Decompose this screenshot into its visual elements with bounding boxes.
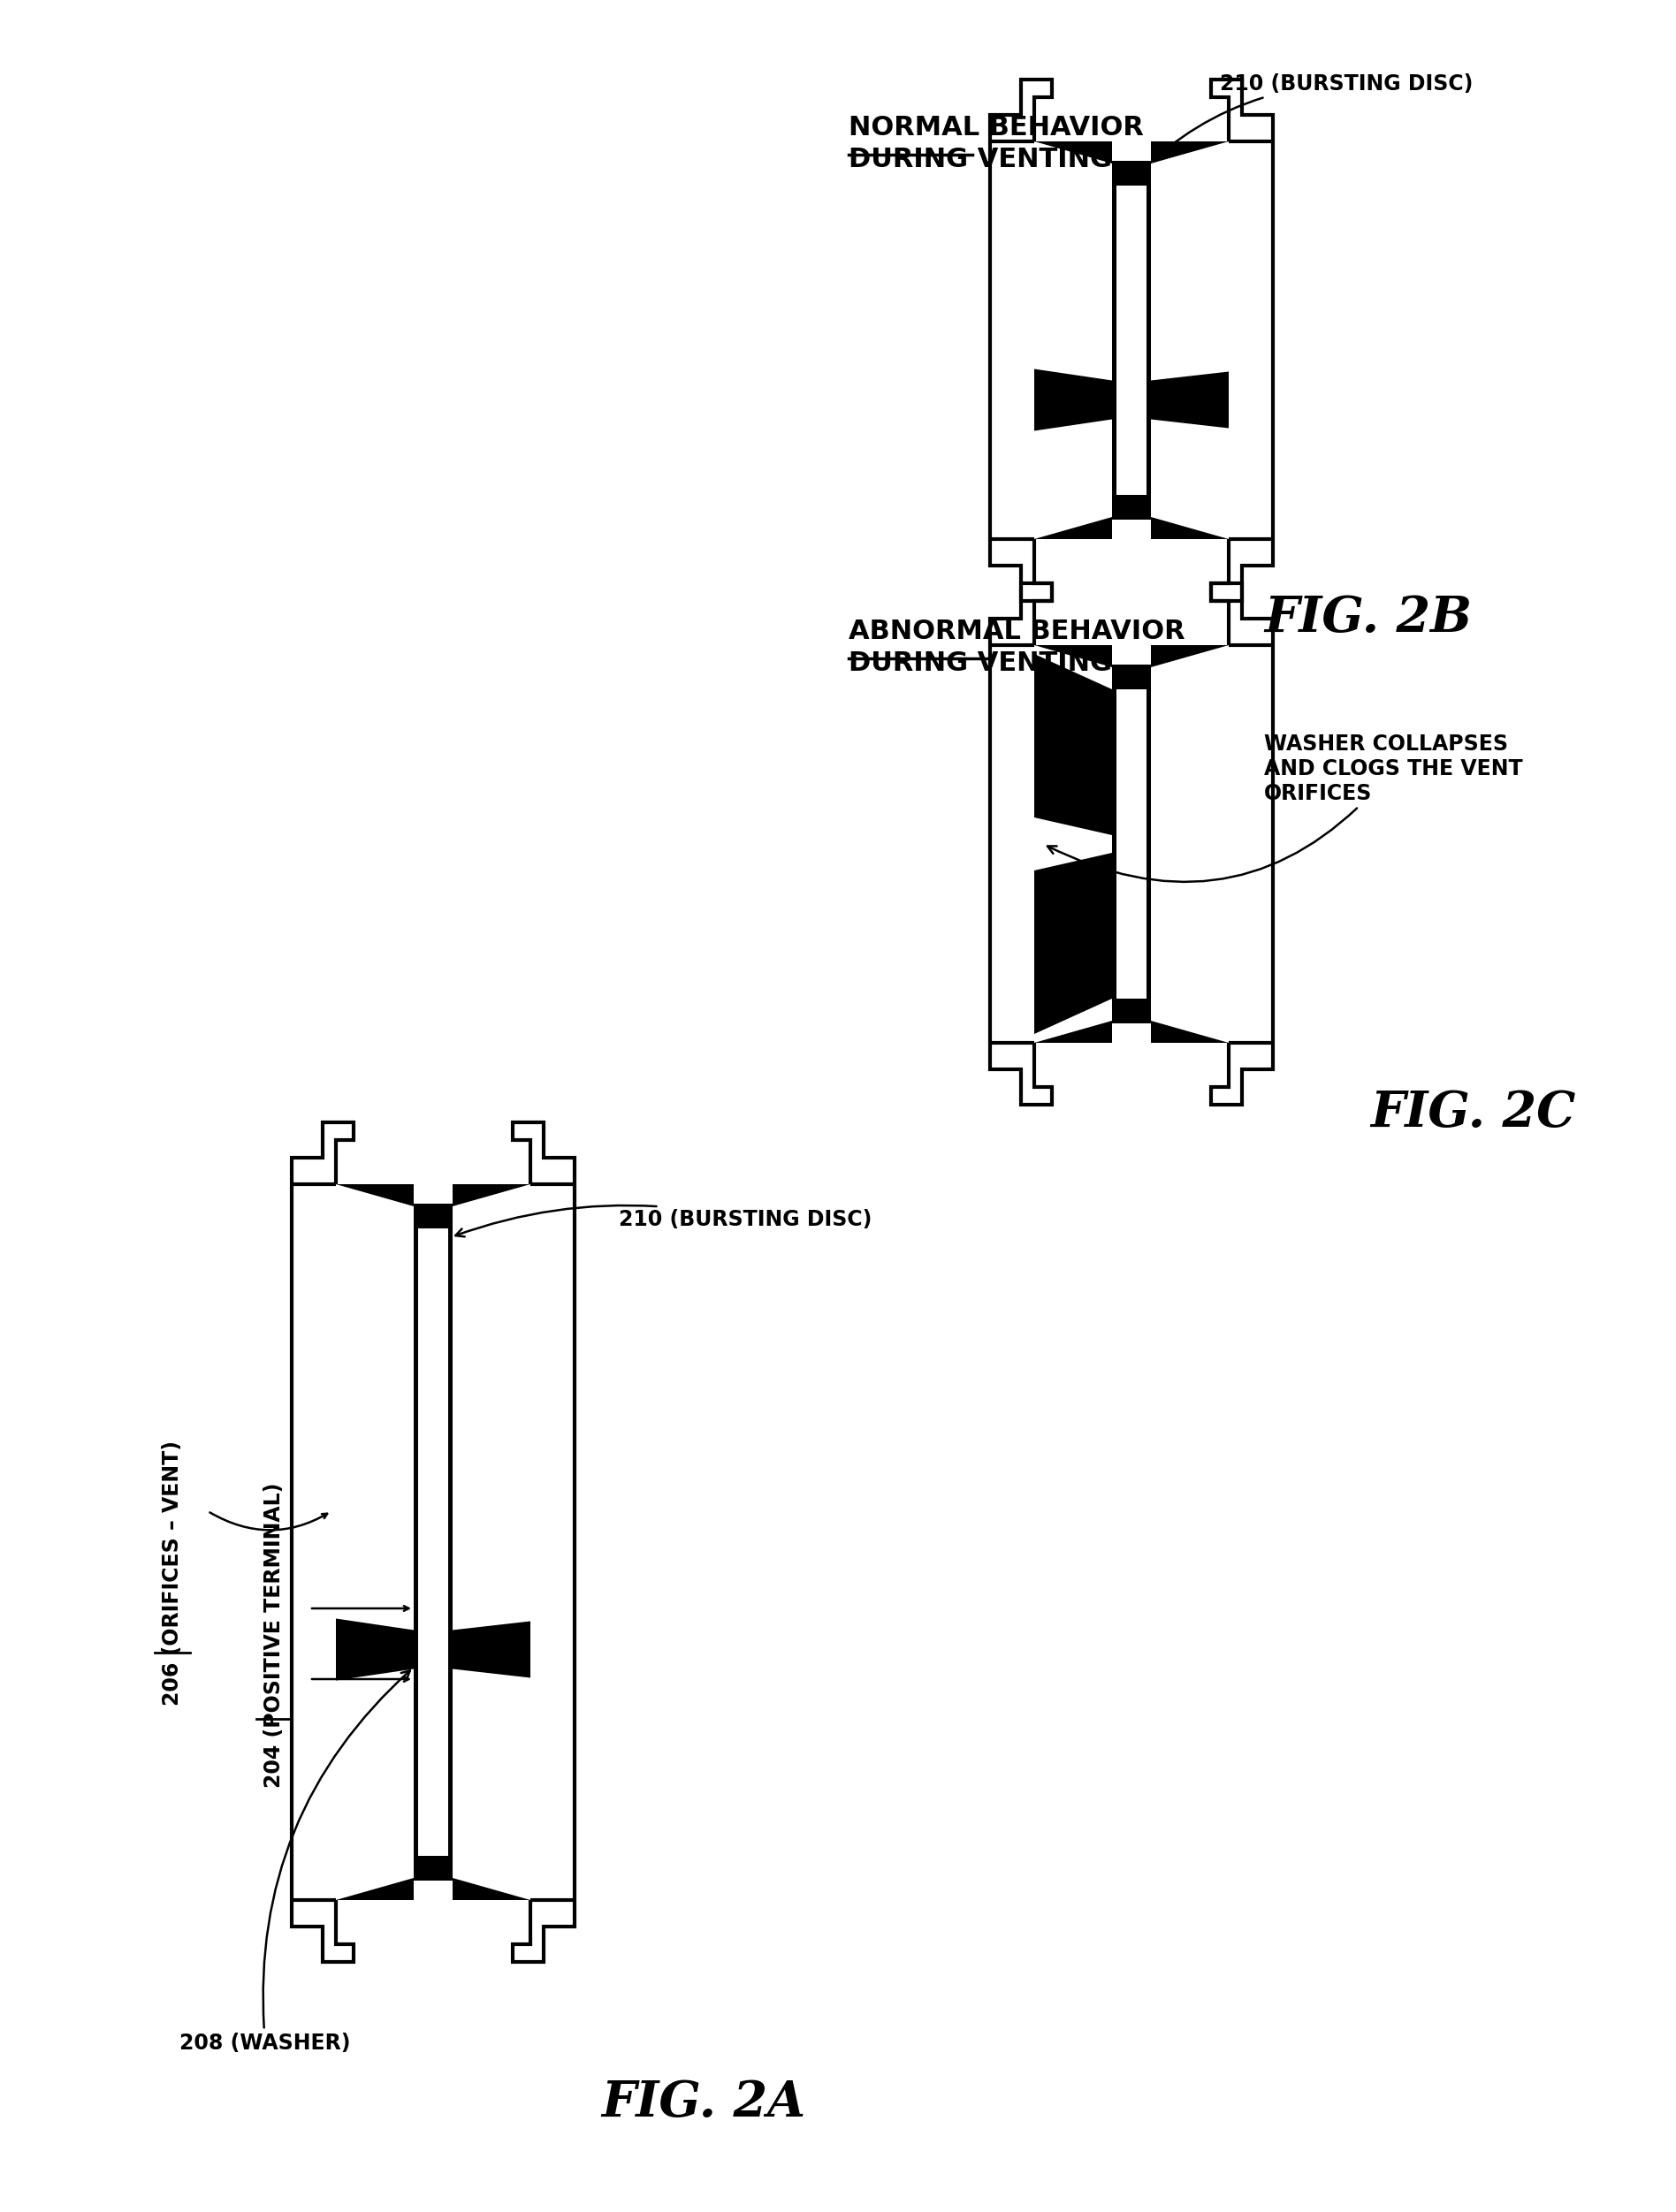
Text: 206 (ORIFICES – VENT): 206 (ORIFICES – VENT): [163, 1440, 183, 1705]
Bar: [1116, 690, 1146, 998]
Text: 210 (BURSTING DISC): 210 (BURSTING DISC): [1140, 73, 1473, 173]
Polygon shape: [1034, 854, 1113, 1033]
Polygon shape: [1151, 1020, 1229, 1042]
Text: FIG. 2A: FIG. 2A: [602, 2079, 806, 2128]
Polygon shape: [335, 1619, 414, 1681]
Text: NORMAL BEHAVIOR
DURING VENTING: NORMAL BEHAVIOR DURING VENTING: [848, 115, 1143, 173]
Text: FIG. 2C: FIG. 2C: [1371, 1088, 1575, 1137]
Polygon shape: [1151, 372, 1229, 429]
Polygon shape: [453, 1621, 530, 1677]
Text: ABNORMAL BEHAVIOR
DURING VENTING: ABNORMAL BEHAVIOR DURING VENTING: [848, 619, 1185, 677]
Polygon shape: [335, 1183, 414, 1206]
Bar: [414, 1203, 453, 1880]
Text: WASHER COLLAPSES
AND CLOGS THE VENT
ORIFICES: WASHER COLLAPSES AND CLOGS THE VENT ORIF…: [1048, 734, 1523, 883]
Polygon shape: [453, 1183, 530, 1206]
Bar: [1113, 664, 1151, 1024]
Polygon shape: [1034, 655, 1113, 836]
Polygon shape: [335, 1878, 414, 1900]
Polygon shape: [453, 1878, 530, 1900]
Polygon shape: [1034, 369, 1113, 431]
Bar: [417, 1228, 447, 1856]
Polygon shape: [1151, 142, 1229, 164]
Text: 204 (POSITIVE TERMINAL): 204 (POSITIVE TERMINAL): [263, 1482, 285, 1787]
Polygon shape: [1034, 518, 1113, 540]
Polygon shape: [1034, 1020, 1113, 1042]
Text: 208 (WASHER): 208 (WASHER): [179, 1670, 411, 2053]
Text: FIG. 2B: FIG. 2B: [1264, 595, 1472, 644]
Text: 210 (BURSTING DISC): 210 (BURSTING DISC): [456, 1206, 872, 1237]
Bar: [1116, 186, 1146, 495]
Bar: [1113, 161, 1151, 520]
Polygon shape: [1151, 646, 1229, 668]
Polygon shape: [1034, 646, 1113, 668]
Polygon shape: [1151, 518, 1229, 540]
Polygon shape: [1034, 142, 1113, 164]
